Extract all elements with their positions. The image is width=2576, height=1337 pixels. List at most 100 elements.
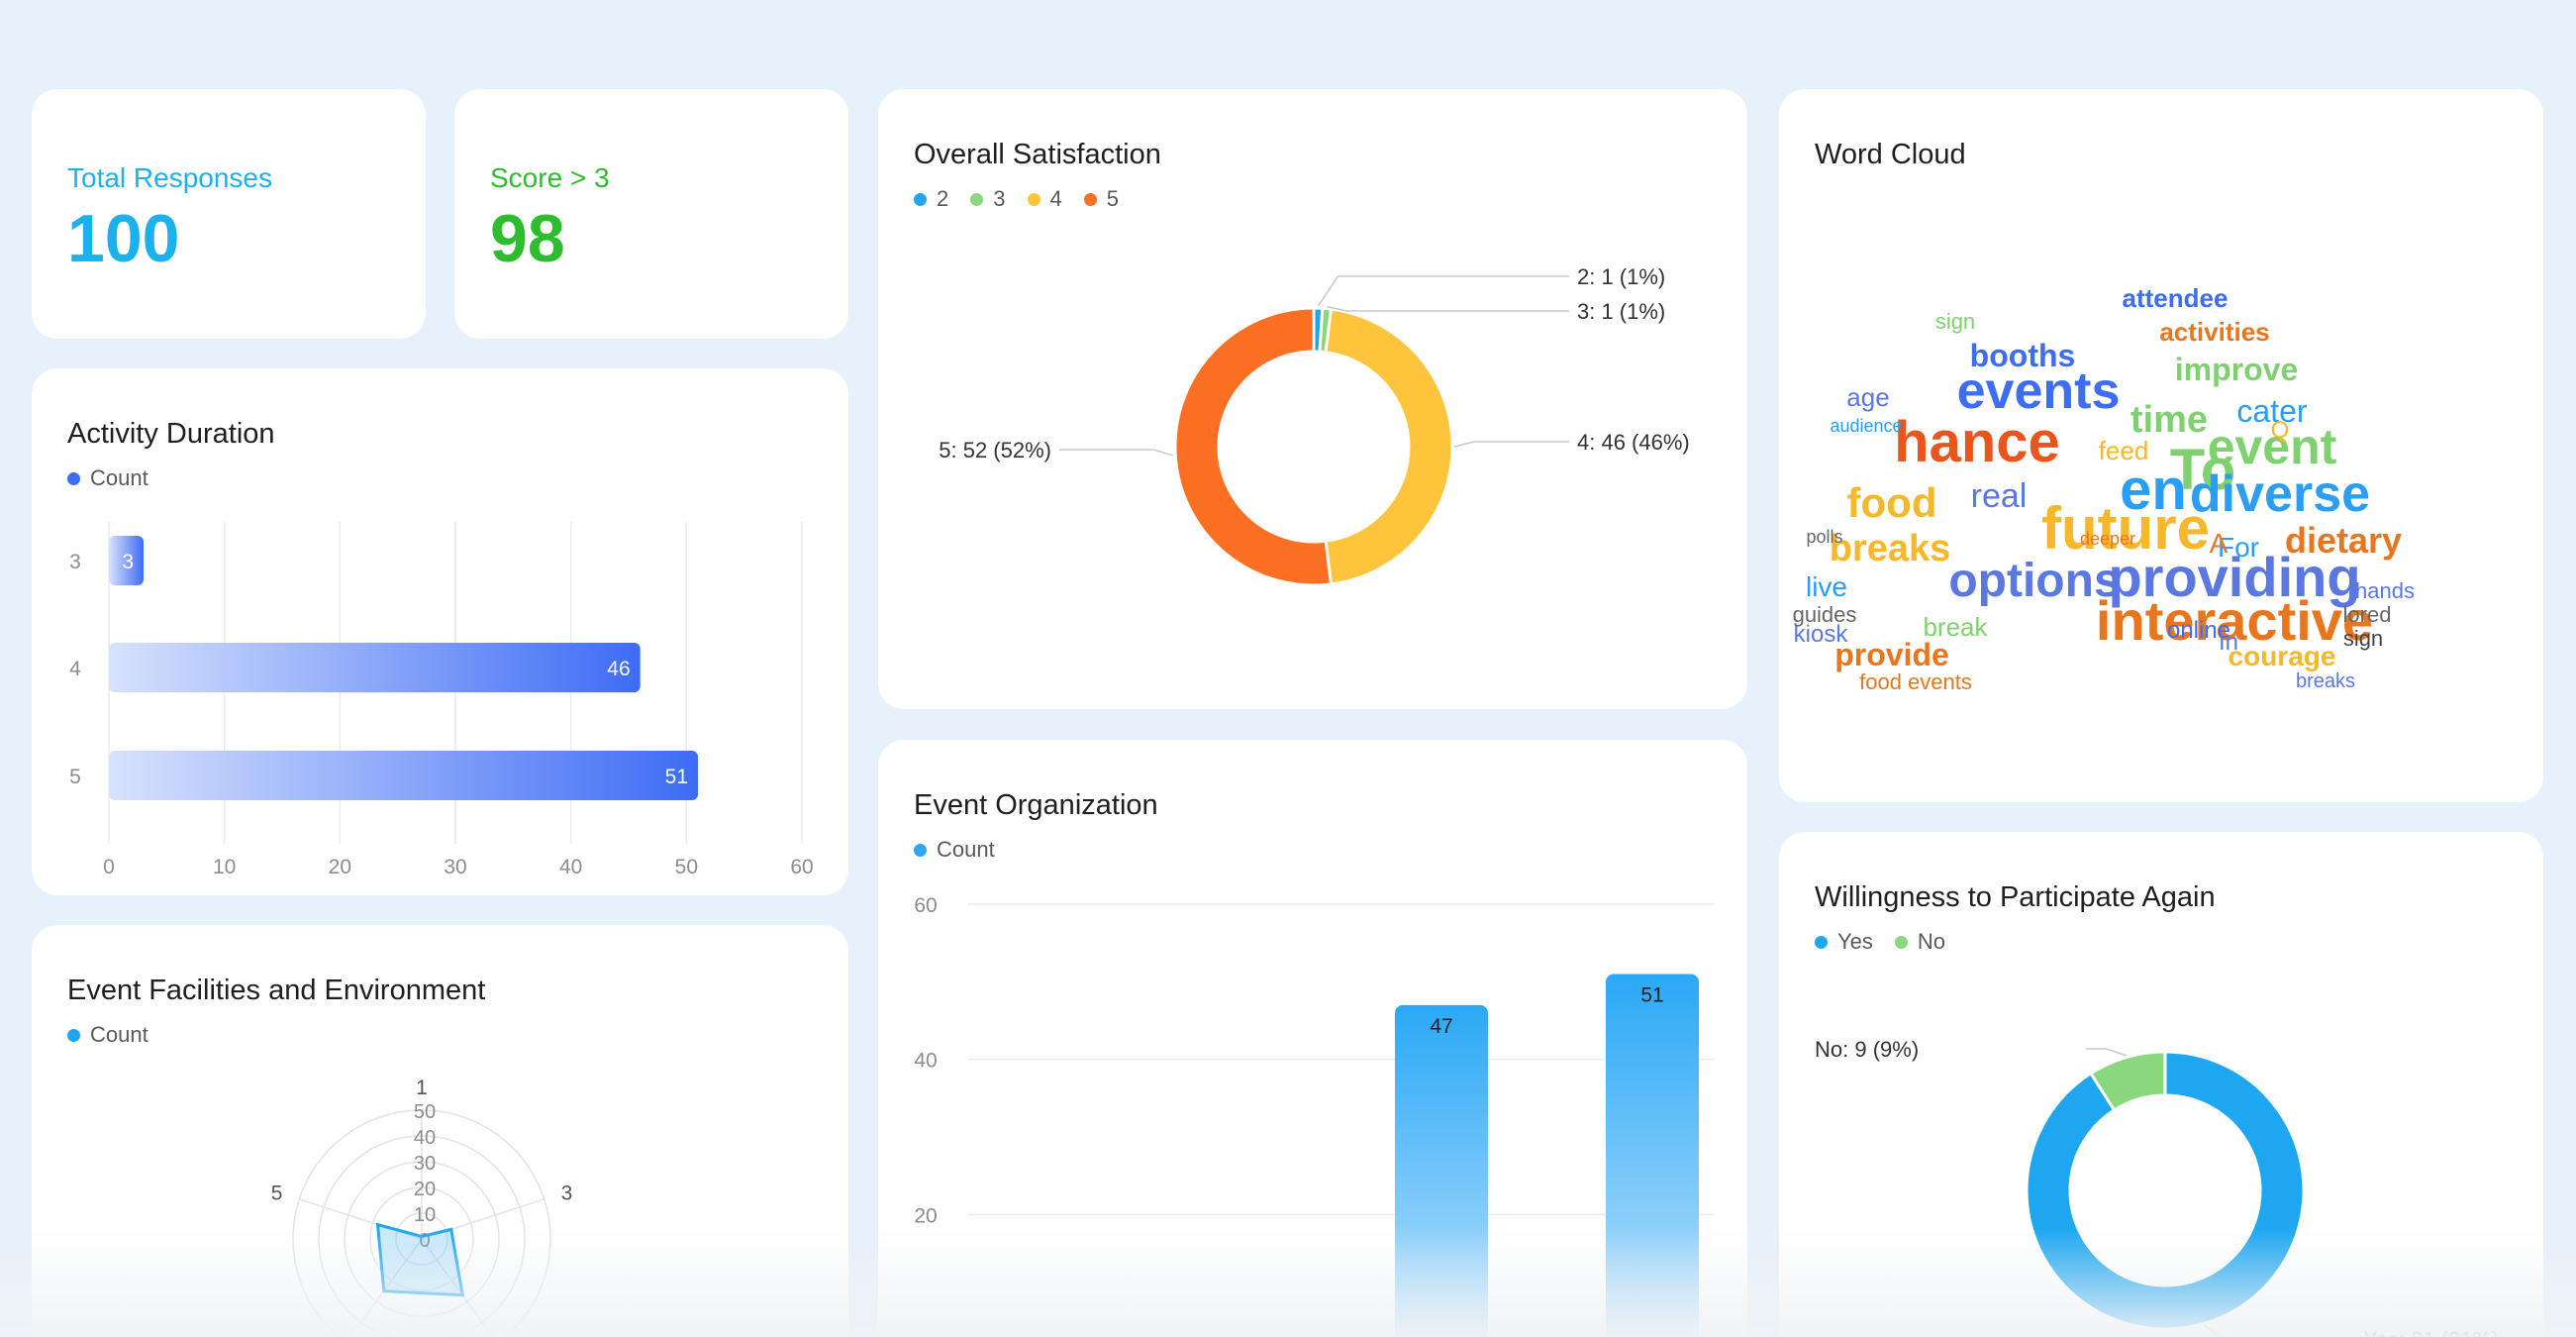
label-leader-line bbox=[1327, 305, 1569, 312]
word-cloud-word: dietary bbox=[2285, 520, 2402, 561]
radar-tick-label: 50 bbox=[414, 1101, 436, 1123]
slice-label: Yes: 91 (91%) bbox=[2363, 1327, 2499, 1337]
y-tick-label: 20 bbox=[914, 1204, 937, 1227]
word-cloud-word: online bbox=[2167, 617, 2230, 644]
bar[interactable] bbox=[109, 536, 144, 585]
satisfaction-slice[interactable] bbox=[1324, 307, 1454, 586]
radar-tick-label: 40 bbox=[414, 1127, 436, 1149]
kpi-label: Score > 3 bbox=[490, 162, 610, 193]
word-cloud-word: diverse bbox=[2190, 465, 2370, 523]
card-title: Willingness to Participate Again bbox=[1815, 881, 2216, 913]
event-organization-card: Event Organization Count 60 40 20 47 51 bbox=[878, 740, 1747, 1337]
legend-dot bbox=[67, 1028, 80, 1042]
legend-label: Count bbox=[937, 837, 995, 862]
legend-item-count[interactable]: Count bbox=[914, 837, 995, 863]
legend-item-5[interactable]: 5 bbox=[1083, 186, 1119, 212]
willingness-card: Willingness to Participate Again Yes No Y… bbox=[1779, 832, 2543, 1337]
word-cloud-word: sign bbox=[2343, 626, 2383, 651]
overall-satisfaction-chart[interactable]: 2: 1 (1%) 3: 1 (1%) 4: 46 (46%) 5: 52 (52%) bbox=[878, 89, 1747, 709]
word-cloud-word: lored bbox=[2343, 602, 2392, 627]
kpi-value: 100 bbox=[67, 201, 180, 276]
word-cloud-word: real bbox=[1971, 477, 2028, 515]
word-cloud-word: polls bbox=[1806, 527, 1842, 547]
x-tick-label: 20 bbox=[329, 856, 351, 878]
radar-axis-label: 3 bbox=[561, 1182, 573, 1204]
word-cloud-word: options bbox=[1948, 555, 2120, 607]
overall-satisfaction-card: Overall Satisfaction 2 3 4 5 2: 1 (1%) 3: 1 … bbox=[878, 89, 1747, 709]
chart-legend[interactable]: 2 3 4 5 bbox=[914, 186, 1119, 212]
legend-item-2[interactable]: 2 bbox=[914, 186, 948, 212]
event-organization-chart[interactable]: 60 40 20 47 51 bbox=[878, 740, 1747, 1337]
word-cloud-word: A bbox=[2210, 528, 2229, 559]
word-cloud-word: audience bbox=[1830, 416, 1902, 436]
word-cloud-word: feed bbox=[2099, 436, 2149, 465]
legend-item-4[interactable]: 4 bbox=[1027, 186, 1062, 212]
word-cloud-word: booths bbox=[1970, 338, 2076, 373]
bar-value-label: 51 bbox=[1640, 984, 1663, 1007]
slice-label: 5: 52 (52%) bbox=[939, 438, 1051, 463]
card-title: Word Cloud bbox=[1815, 139, 1966, 170]
willingness-chart[interactable]: Yes: 91 (91%) No: 9 (9%) bbox=[1779, 832, 2543, 1337]
word-cloud-word: live bbox=[1806, 571, 1847, 602]
legend-item-3[interactable]: 3 bbox=[970, 186, 1006, 212]
event-facilities-radar-chart[interactable]: 01020304050135 bbox=[32, 925, 848, 1337]
card-title: Event Facilities and Environment bbox=[67, 975, 486, 1006]
kpi-card-score: Score > 3 98 bbox=[454, 89, 848, 339]
legend-dot bbox=[1083, 192, 1097, 206]
word-cloud-word: age bbox=[1846, 382, 1889, 412]
radar-series-area[interactable] bbox=[375, 1222, 465, 1297]
label-leader-line bbox=[1317, 275, 1569, 307]
word-cloud-word: For bbox=[2218, 532, 2259, 563]
chart-legend[interactable]: Count bbox=[914, 837, 995, 863]
legend-item-count[interactable]: Count bbox=[67, 1022, 149, 1048]
chart-legend[interactable]: Count bbox=[67, 1022, 149, 1048]
word-cloud-word: event bbox=[2208, 419, 2337, 474]
label-leader-line bbox=[1059, 449, 1174, 457]
slice-label: No: 9 (9%) bbox=[1815, 1037, 1919, 1062]
chart-legend[interactable]: Count bbox=[67, 465, 149, 491]
satisfaction-slice[interactable] bbox=[1173, 306, 1334, 587]
word-cloud-word: hance bbox=[1894, 410, 2060, 474]
bar[interactable] bbox=[109, 643, 641, 692]
card-title: Overall Satisfaction bbox=[914, 139, 1161, 170]
word-cloud-word: food events bbox=[1859, 669, 1972, 694]
slice-label: 2: 1 (1%) bbox=[1577, 264, 1665, 289]
y-tick-label: 4 bbox=[69, 658, 81, 680]
legend-label: 2 bbox=[937, 186, 949, 211]
word-cloud-word: interactive bbox=[2096, 589, 2373, 652]
word-cloud-word: provide bbox=[1834, 637, 1949, 672]
willingness-slice[interactable] bbox=[2088, 1050, 2167, 1113]
legend-dot bbox=[914, 843, 927, 857]
legend-item-yes[interactable]: Yes bbox=[1815, 929, 1873, 955]
word-cloud-word: In bbox=[2219, 629, 2238, 656]
word-cloud-word: improve bbox=[2175, 352, 2298, 387]
radar-tick-label: 20 bbox=[414, 1179, 436, 1200]
bar[interactable] bbox=[1395, 1004, 1488, 1337]
bar-value-label: 47 bbox=[1430, 1015, 1452, 1038]
activity-duration-chart[interactable]: 0 10 20 30 40 50 60 3 3 4 46 5 51 bbox=[32, 368, 848, 895]
radar-tick-label: 10 bbox=[414, 1204, 436, 1226]
radar-axis-label: 1 bbox=[416, 1077, 428, 1099]
chart-legend[interactable]: Yes No bbox=[1815, 929, 1945, 955]
word-cloud-word: events bbox=[1957, 362, 2121, 420]
bar[interactable] bbox=[1606, 974, 1699, 1337]
word-cloud-word: hands bbox=[2355, 578, 2415, 603]
legend-item-no[interactable]: No bbox=[1894, 929, 1945, 955]
radar-axis-label: 5 bbox=[271, 1182, 283, 1204]
word-cloud-word: guides bbox=[1793, 602, 1857, 627]
word-cloud-word: breaks bbox=[2296, 670, 2355, 692]
bar[interactable] bbox=[109, 751, 698, 800]
label-leader-line bbox=[2204, 1324, 2224, 1337]
word-cloud-word: To bbox=[2170, 438, 2236, 502]
word-cloud-word: attendee bbox=[2123, 283, 2229, 313]
word-cloud-word: courage bbox=[2229, 641, 2336, 671]
y-tick-label: 60 bbox=[914, 894, 937, 917]
label-leader-line bbox=[1453, 441, 1569, 448]
word-cloud-word: providing bbox=[2108, 546, 2360, 608]
word-cloud-word: cater bbox=[2236, 393, 2307, 429]
legend-item-count[interactable]: Count bbox=[67, 465, 149, 491]
kpi-label: Total Responses bbox=[67, 162, 273, 193]
word-cloud-card: Word Cloud interactive providing future han… bbox=[1779, 89, 2543, 802]
radar-tick-label: 30 bbox=[414, 1153, 436, 1175]
